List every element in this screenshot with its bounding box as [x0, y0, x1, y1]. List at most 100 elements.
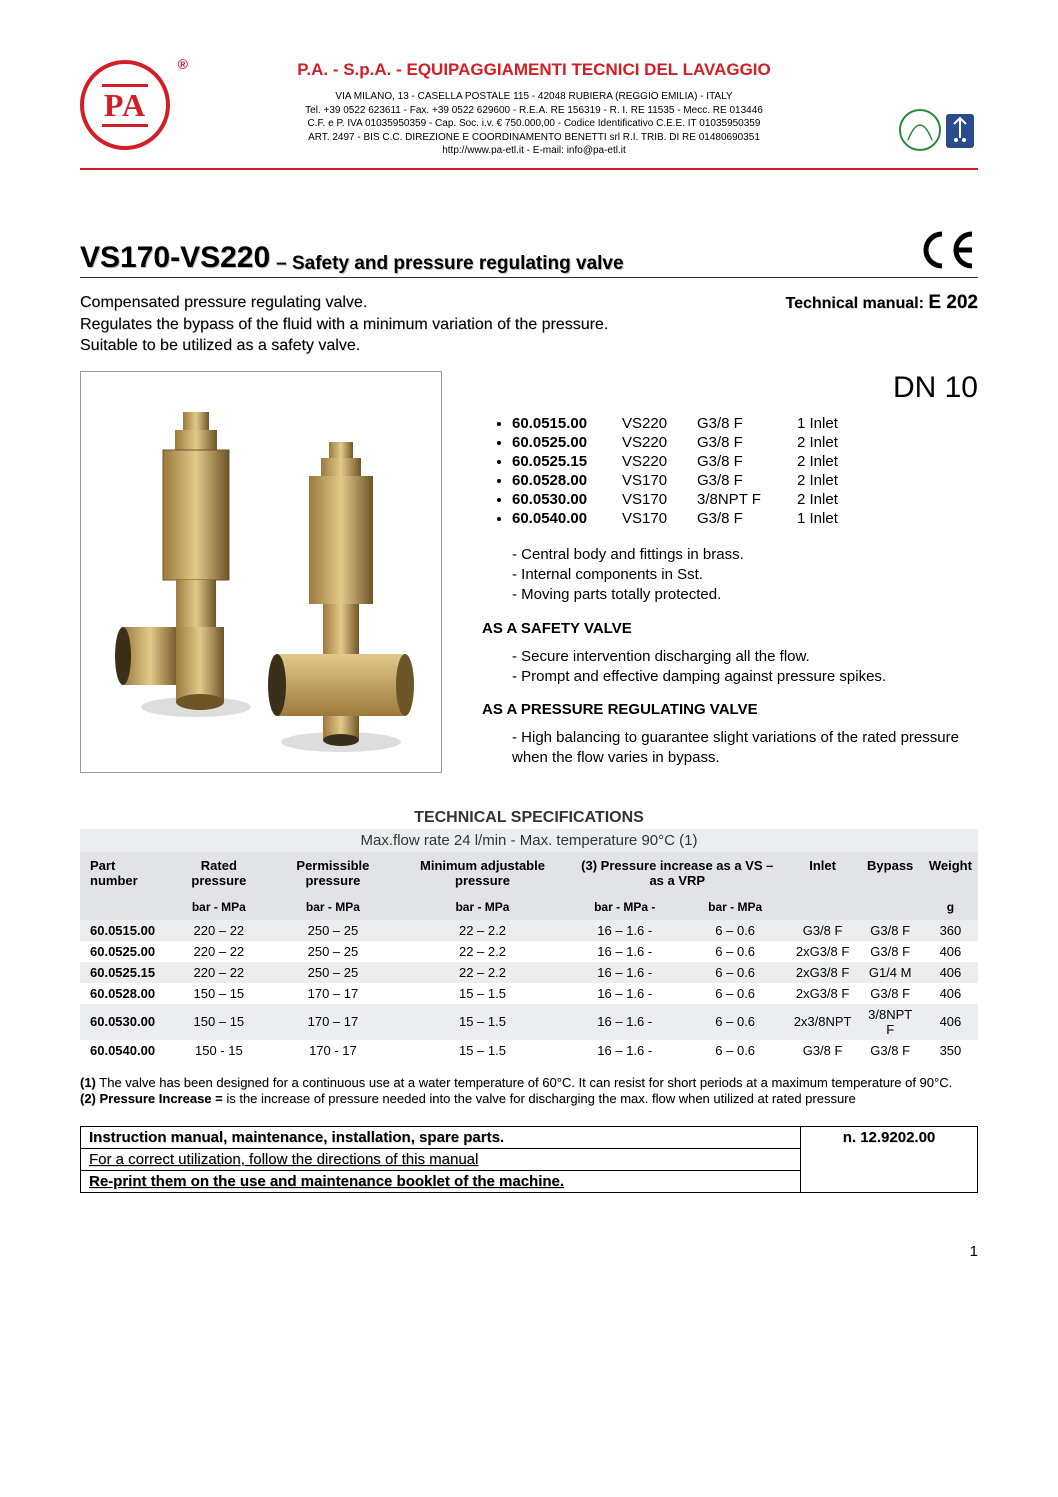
- manual-box-line: Instruction manual, maintenance, install…: [81, 1127, 801, 1149]
- cell-partnum: 60.0540.00: [80, 1040, 170, 1061]
- cell: 250 – 25: [268, 920, 398, 941]
- col-header: Rated pressure: [170, 852, 268, 894]
- specs-table-header: Part number Rated pressure Permissible p…: [80, 852, 978, 920]
- cell: 6 – 0.6: [683, 1004, 788, 1040]
- manual-box-line: For a correct utilization, follow the di…: [81, 1149, 801, 1171]
- part-code: 60.0530.00: [512, 491, 622, 508]
- footnote-2: (2) Pressure Increase = is the increase …: [80, 1091, 978, 1108]
- cell: 220 – 22: [170, 962, 268, 983]
- cell: 16 – 1.6 -: [567, 941, 683, 962]
- cell: G3/8 F: [788, 920, 858, 941]
- cell: G3/8 F: [788, 1040, 858, 1061]
- part-inlet: 2 Inlet: [797, 472, 838, 489]
- mid-section: DN 10 60.0515.00VS220G3/8 F1 Inlet 60.05…: [80, 371, 978, 783]
- feature-item: - Central body and fittings in brass.: [512, 545, 978, 565]
- company-header-text: P.A. - S.p.A. - EQUIPAGGIAMENTI TECNICI …: [200, 60, 868, 158]
- intro-line: Regulates the bypass of the fluid with a…: [80, 314, 608, 336]
- product-image: [80, 371, 442, 773]
- cell: 16 – 1.6 -: [567, 920, 683, 941]
- footnotes: (1) The valve has been designed for a co…: [80, 1075, 978, 1109]
- page-number: 1: [80, 1243, 978, 1260]
- col-header: Bypass: [858, 852, 923, 920]
- address-line: VIA MILANO, 13 - CASELLA POSTALE 115 - 4…: [200, 90, 868, 104]
- part-connection: 3/8NPT F: [697, 491, 797, 508]
- manual-line-text: Re-print them on the use and maintenance…: [89, 1173, 564, 1190]
- unit-header: bar - MPa: [170, 894, 268, 920]
- address-line: C.F. e P. IVA 01035950359 - Cap. Soc. i.…: [200, 117, 868, 131]
- registered-mark: ®: [178, 56, 188, 72]
- footnote-1: (1) The valve has been designed for a co…: [80, 1075, 978, 1092]
- manual-line-text: Instruction manual, maintenance, install…: [89, 1129, 504, 1146]
- cell: 22 – 2.2: [398, 941, 567, 962]
- feature-item: - Internal components in Sst.: [512, 565, 978, 585]
- cell: 6 – 0.6: [683, 983, 788, 1004]
- cell: 16 – 1.6 -: [567, 983, 683, 1004]
- technical-manual-ref: Technical manual: E 202: [785, 292, 978, 357]
- specs-table: Part number Rated pressure Permissible p…: [80, 852, 978, 1061]
- part-inlet: 1 Inlet: [797, 510, 838, 527]
- cell: 2x3/8NPT: [788, 1004, 858, 1040]
- table-row: 60.0515.00220 – 22250 – 2522 – 2.216 – 1…: [80, 920, 978, 941]
- part-connection: G3/8 F: [697, 510, 797, 527]
- specs-title: TECHNICAL SPECIFICATIONS: [80, 809, 978, 827]
- part-inlet: 2 Inlet: [797, 453, 838, 470]
- col-header: Minimum adjustable pressure: [398, 852, 567, 894]
- col-header: Permissible pressure: [268, 852, 398, 894]
- cell: G3/8 F: [858, 941, 923, 962]
- unit-header: bar - MPa -: [567, 894, 683, 920]
- part-code: 60.0525.15: [512, 453, 622, 470]
- feature-item: - Secure intervention discharging all th…: [512, 647, 978, 667]
- cell: 406: [923, 983, 978, 1004]
- product-details-column: DN 10 60.0515.00VS220G3/8 F1 Inlet 60.05…: [472, 371, 978, 783]
- col-header: Inlet: [788, 852, 858, 920]
- company-logo: ® PA: [80, 60, 170, 160]
- cell: 150 - 15: [170, 1040, 268, 1061]
- part-list-item: 60.0528.00VS170G3/8 F2 Inlet: [512, 472, 978, 489]
- part-code: 60.0540.00: [512, 510, 622, 527]
- manual-line-text: For a correct utilization, follow the di…: [89, 1151, 478, 1168]
- cell: 22 – 2.2: [398, 920, 567, 941]
- feature-item: - Prompt and effective damping against p…: [512, 667, 978, 687]
- cell: 220 – 22: [170, 920, 268, 941]
- footnote-label: (1): [80, 1075, 96, 1090]
- part-code: 60.0525.00: [512, 434, 622, 451]
- cell: 250 – 25: [268, 941, 398, 962]
- letterhead-header: ® PA P.A. - S.p.A. - EQUIPAGGIAMENTI TEC…: [80, 60, 978, 160]
- cell-partnum: 60.0525.15: [80, 962, 170, 983]
- intro-row: Compensated pressure regulating valve. R…: [80, 292, 978, 357]
- col-header: Weight: [923, 852, 978, 894]
- address-line: ART. 2497 - BIS C.C. DIREZIONE E COORDIN…: [200, 131, 868, 145]
- cell: 150 – 15: [170, 1004, 268, 1040]
- footnote-bold: Pressure Increase =: [96, 1091, 226, 1106]
- specs-table-body: 60.0515.00220 – 22250 – 2522 – 2.216 – 1…: [80, 920, 978, 1061]
- cell: 360: [923, 920, 978, 941]
- cell: 250 – 25: [268, 962, 398, 983]
- cell: 16 – 1.6 -: [567, 1004, 683, 1040]
- cell: 22 – 2.2: [398, 962, 567, 983]
- cell: G3/8 F: [858, 1040, 923, 1061]
- part-model: VS170: [622, 472, 697, 489]
- part-number-list: 60.0515.00VS220G3/8 F1 Inlet 60.0525.00V…: [472, 415, 978, 527]
- part-list-item: 60.0525.00VS220G3/8 F2 Inlet: [512, 434, 978, 451]
- product-title-row: VS170-VS220 – Safety and pressure regula…: [80, 230, 978, 278]
- part-connection: G3/8 F: [697, 415, 797, 432]
- address-line: http://www.pa-etl.it - E-mail: info@pa-e…: [200, 144, 868, 158]
- cell: 16 – 1.6 -: [567, 1040, 683, 1061]
- tech-manual-code: E 202: [928, 292, 978, 313]
- col-header: (3) Pressure increase as a VS – as a VRP: [567, 852, 788, 894]
- cell: G3/8 F: [858, 983, 923, 1004]
- cell: G1/4 M: [858, 962, 923, 983]
- safety-feature-list: - Secure intervention discharging all th…: [512, 647, 978, 688]
- cell: 16 – 1.6 -: [567, 962, 683, 983]
- intro-line: Suitable to be utilized as a safety valv…: [80, 335, 608, 357]
- unit-header: bar - MPa: [268, 894, 398, 920]
- cell: 3/8NPT F: [858, 1004, 923, 1040]
- cell: 220 – 22: [170, 941, 268, 962]
- regulating-valve-heading: AS A PRESSURE REGULATING VALVE: [482, 701, 978, 718]
- cell: 406: [923, 1004, 978, 1040]
- intro-text: Compensated pressure regulating valve. R…: [80, 292, 608, 357]
- product-subtitle: – Safety and pressure regulating valve: [276, 253, 623, 275]
- part-list-item: 60.0540.00VS170G3/8 F1 Inlet: [512, 510, 978, 527]
- cell: G3/8 F: [858, 920, 923, 941]
- cell-partnum: 60.0530.00: [80, 1004, 170, 1040]
